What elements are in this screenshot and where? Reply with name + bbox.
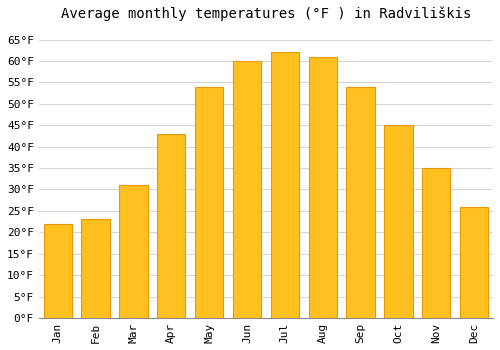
Bar xyxy=(384,125,412,318)
Bar xyxy=(422,168,450,318)
Bar xyxy=(119,185,148,318)
Bar xyxy=(460,206,488,318)
Bar xyxy=(157,134,186,318)
Title: Average monthly temperatures (°F ) in Radviliškis: Average monthly temperatures (°F ) in Ra… xyxy=(60,7,471,21)
Bar xyxy=(233,61,261,318)
Bar xyxy=(346,87,375,318)
Bar xyxy=(195,87,224,318)
Bar xyxy=(44,224,72,318)
Bar xyxy=(308,57,337,318)
Bar xyxy=(270,52,299,318)
Bar xyxy=(82,219,110,318)
